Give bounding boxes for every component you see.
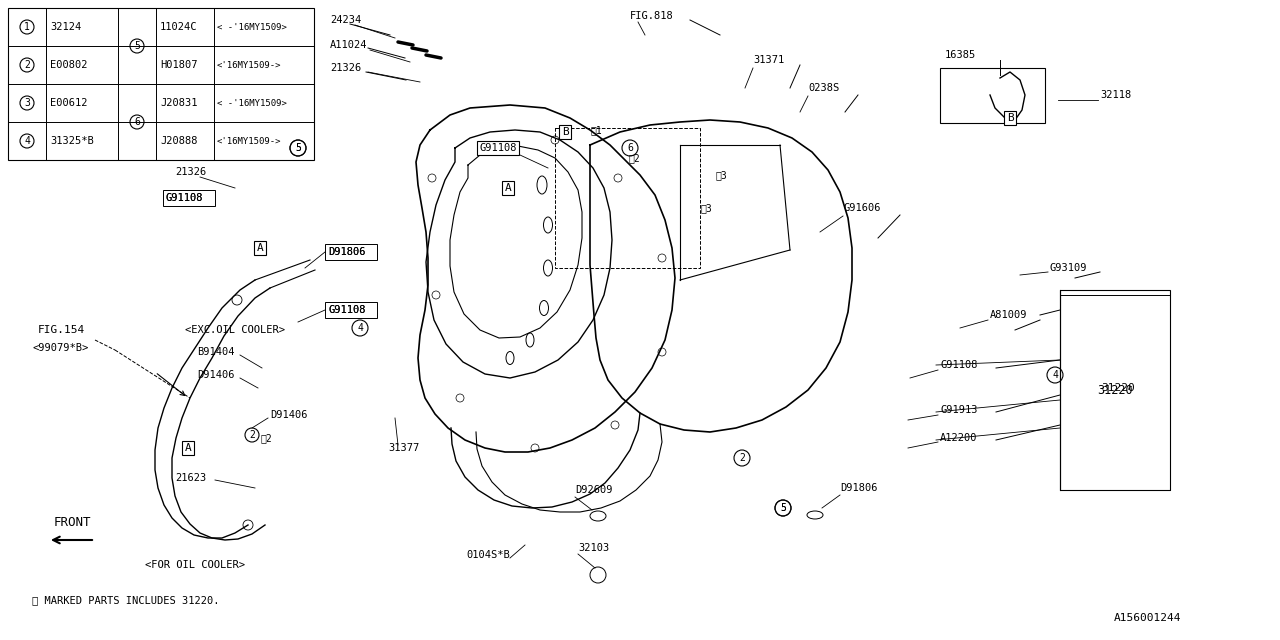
Text: 31325*B: 31325*B: [50, 136, 93, 146]
Bar: [556, 128, 700, 268]
Bar: [8, 8, 314, 160]
Text: ※3: ※3: [700, 203, 712, 213]
Text: ※ MARKED PARTS INCLUDES 31220.: ※ MARKED PARTS INCLUDES 31220.: [32, 595, 219, 605]
Text: FIG.154: FIG.154: [38, 325, 86, 335]
Text: G91108: G91108: [940, 360, 978, 370]
Text: A156001244: A156001244: [1115, 613, 1181, 623]
Text: ※3: ※3: [716, 170, 727, 180]
Text: 21326: 21326: [330, 63, 361, 73]
Text: A12200: A12200: [940, 433, 978, 443]
Text: A: A: [504, 183, 512, 193]
Text: 2: 2: [250, 430, 255, 440]
Text: FIG.818: FIG.818: [630, 11, 673, 21]
Text: G91108: G91108: [165, 193, 202, 203]
Text: ※2: ※2: [260, 433, 271, 443]
Text: G91606: G91606: [844, 203, 881, 213]
Text: 5: 5: [296, 143, 301, 153]
Text: 5: 5: [780, 503, 786, 513]
Text: 31220: 31220: [1101, 383, 1135, 393]
Bar: [1060, 290, 1170, 490]
Text: D91806: D91806: [840, 483, 878, 493]
Text: 5: 5: [780, 503, 786, 513]
Text: D91806: D91806: [328, 247, 366, 257]
Text: D91406: D91406: [197, 370, 234, 380]
Text: 6: 6: [134, 117, 140, 127]
Text: 4: 4: [357, 323, 364, 333]
Text: A81009: A81009: [989, 310, 1028, 320]
Text: 31377: 31377: [388, 443, 420, 453]
Bar: [940, 68, 1044, 123]
Text: 2: 2: [739, 453, 745, 463]
Text: <'16MY1509->: <'16MY1509->: [218, 136, 282, 145]
Text: G91108: G91108: [479, 143, 517, 153]
Text: 4: 4: [1052, 370, 1059, 380]
Text: 32124: 32124: [50, 22, 81, 32]
Text: A11024: A11024: [330, 40, 367, 50]
Bar: [325, 302, 378, 318]
Text: D91806: D91806: [328, 247, 366, 257]
Text: ※2: ※2: [628, 153, 640, 163]
Text: 3: 3: [24, 98, 29, 108]
Text: 5: 5: [296, 143, 301, 153]
Bar: [163, 190, 215, 206]
Text: E00612: E00612: [50, 98, 87, 108]
Text: 32103: 32103: [579, 543, 609, 553]
Text: 32118: 32118: [1100, 90, 1132, 100]
Text: 0104S*B: 0104S*B: [466, 550, 509, 560]
Text: < -'16MY1509>: < -'16MY1509>: [218, 99, 287, 108]
Text: J20888: J20888: [160, 136, 197, 146]
Text: 11024C: 11024C: [160, 22, 197, 32]
Text: 0238S: 0238S: [808, 83, 840, 93]
Text: FRONT: FRONT: [54, 515, 91, 529]
Text: E00802: E00802: [50, 60, 87, 70]
Text: G91108: G91108: [328, 305, 366, 315]
Text: H01807: H01807: [160, 60, 197, 70]
Text: 4: 4: [24, 136, 29, 146]
Text: 21326: 21326: [175, 167, 206, 177]
Text: B91404: B91404: [197, 347, 234, 357]
Text: 6: 6: [627, 143, 632, 153]
Text: 21623: 21623: [175, 473, 206, 483]
Text: D91406: D91406: [270, 410, 307, 420]
Text: <EXC.OIL COOLER>: <EXC.OIL COOLER>: [186, 325, 285, 335]
Text: D92609: D92609: [575, 485, 613, 495]
Text: G93109: G93109: [1050, 263, 1088, 273]
Text: 2: 2: [24, 60, 29, 70]
Text: B: B: [1006, 113, 1014, 123]
Text: G91108: G91108: [328, 305, 366, 315]
Text: <FOR OIL COOLER>: <FOR OIL COOLER>: [145, 560, 244, 570]
Text: G91108: G91108: [165, 193, 202, 203]
Text: G91913: G91913: [940, 405, 978, 415]
Text: 31220: 31220: [1097, 383, 1133, 397]
Text: 1: 1: [24, 22, 29, 32]
Text: ※1: ※1: [590, 125, 602, 135]
Text: A: A: [256, 243, 264, 253]
Text: 31371: 31371: [753, 55, 785, 65]
Text: B: B: [562, 127, 568, 137]
Text: <99079*B>: <99079*B>: [32, 343, 88, 353]
Text: 24234: 24234: [330, 15, 361, 25]
Text: < -'16MY1509>: < -'16MY1509>: [218, 22, 287, 31]
Text: J20831: J20831: [160, 98, 197, 108]
Bar: [325, 244, 378, 260]
Text: 5: 5: [134, 41, 140, 51]
Text: A: A: [184, 443, 192, 453]
Text: <'16MY1509->: <'16MY1509->: [218, 61, 282, 70]
Text: 16385: 16385: [945, 50, 977, 60]
